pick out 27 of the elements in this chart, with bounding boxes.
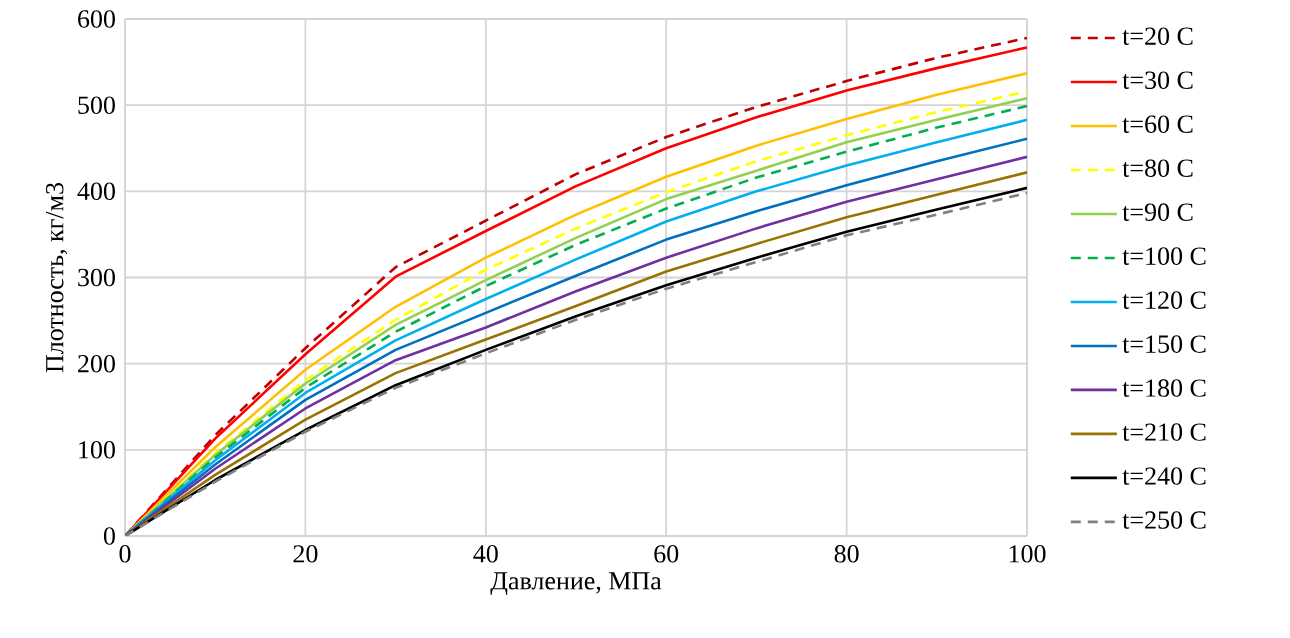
- x-tick-label: 0: [119, 545, 131, 563]
- x-tick-label: 100: [1009, 545, 1046, 563]
- x-tick-label: 60: [654, 545, 679, 563]
- x-tick-label: 80: [834, 545, 859, 563]
- legend-label: t=100 C: [1122, 247, 1206, 265]
- y-tick-label: 400: [77, 182, 115, 201]
- legend-label: t=20 C: [1122, 27, 1193, 45]
- legend-label: t=30 C: [1122, 71, 1193, 89]
- y-tick-label: 500: [78, 96, 115, 114]
- y-tick-label: 100: [79, 441, 115, 459]
- legend-label: t=90 C: [1122, 203, 1193, 221]
- x-tick-label: 20: [293, 545, 318, 563]
- x-axis-title: Давление, МПа: [490, 572, 662, 595]
- legend-label: t=250 C: [1122, 511, 1206, 529]
- y-tick-label: 300: [78, 268, 115, 287]
- legend-label: t=240 C: [1122, 467, 1206, 485]
- y-axis-title: Плотность, кг/м3: [45, 183, 68, 373]
- y-tick-label: 600: [78, 10, 115, 28]
- legend-label: t=150 C: [1122, 335, 1206, 353]
- x-tick-label: 40: [473, 545, 498, 563]
- legend-label: t=80 C: [1122, 159, 1193, 177]
- legend-label: t=180 C: [1122, 379, 1206, 397]
- y-tick-label: 200: [78, 354, 115, 373]
- legend-label: t=60 C: [1122, 115, 1193, 133]
- y-tick-label: 0: [103, 527, 115, 545]
- legend-label: t=120 C: [1122, 291, 1206, 309]
- legend-label: t=210 C: [1122, 423, 1206, 441]
